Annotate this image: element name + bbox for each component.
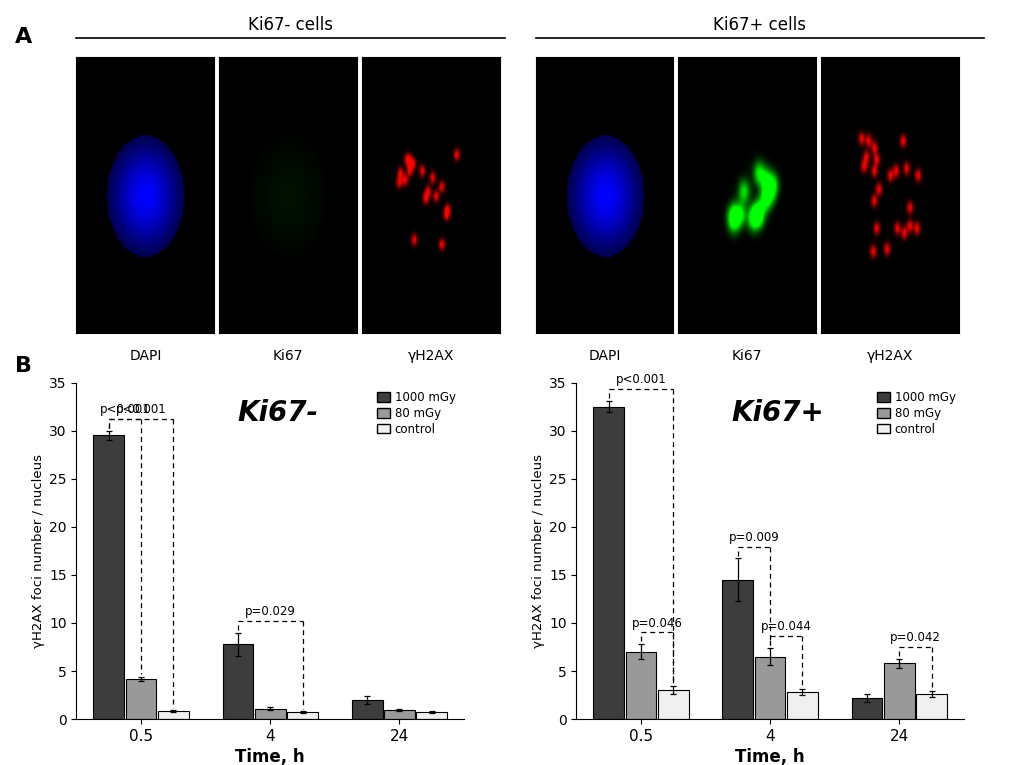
- Text: p<0.001: p<0.001: [614, 373, 665, 386]
- Bar: [883, 663, 914, 719]
- Bar: [94, 435, 124, 719]
- Y-axis label: γH2AX foci number / nucleus: γH2AX foci number / nucleus: [531, 454, 544, 648]
- Text: Ki67+: Ki67+: [731, 399, 823, 428]
- Text: p<0.001: p<0.001: [100, 403, 150, 416]
- Text: p=0.046: p=0.046: [631, 617, 682, 630]
- Text: γH2AX: γH2AX: [866, 350, 912, 363]
- X-axis label: Time, h: Time, h: [235, 748, 305, 765]
- Bar: [222, 644, 253, 719]
- Text: Ki67: Ki67: [273, 350, 303, 363]
- Bar: [657, 690, 688, 719]
- Text: p=0.042: p=0.042: [890, 631, 940, 644]
- Text: B: B: [15, 356, 33, 376]
- Bar: [754, 656, 785, 719]
- Legend: 1000 mGy, 80 mGy, control: 1000 mGy, 80 mGy, control: [873, 389, 957, 438]
- Text: p=0.009: p=0.009: [728, 531, 779, 544]
- Legend: 1000 mGy, 80 mGy, control: 1000 mGy, 80 mGy, control: [374, 389, 458, 438]
- Bar: [787, 692, 817, 719]
- Bar: [851, 698, 881, 719]
- Bar: [287, 712, 318, 719]
- Bar: [416, 712, 446, 719]
- Bar: [915, 694, 946, 719]
- Text: p=0.044: p=0.044: [760, 620, 811, 633]
- Text: γH2AX: γH2AX: [408, 350, 453, 363]
- Bar: [384, 711, 415, 719]
- Bar: [625, 652, 655, 719]
- Bar: [158, 711, 189, 719]
- Bar: [593, 406, 624, 719]
- Bar: [255, 708, 285, 719]
- Bar: [352, 700, 382, 719]
- Text: A: A: [15, 27, 33, 47]
- Text: p=0.029: p=0.029: [245, 605, 296, 618]
- Bar: [125, 679, 156, 719]
- Bar: [721, 580, 752, 719]
- Text: Ki67: Ki67: [732, 350, 761, 363]
- Text: Ki67- cells: Ki67- cells: [248, 16, 333, 34]
- Y-axis label: γH2AX foci number / nucleus: γH2AX foci number / nucleus: [32, 454, 45, 648]
- Text: p<0.001: p<0.001: [115, 403, 166, 416]
- Text: Ki67+ cells: Ki67+ cells: [712, 16, 806, 34]
- Text: DAPI: DAPI: [129, 350, 161, 363]
- Text: Ki67-: Ki67-: [237, 399, 318, 428]
- X-axis label: Time, h: Time, h: [735, 748, 804, 765]
- Text: DAPI: DAPI: [588, 350, 620, 363]
